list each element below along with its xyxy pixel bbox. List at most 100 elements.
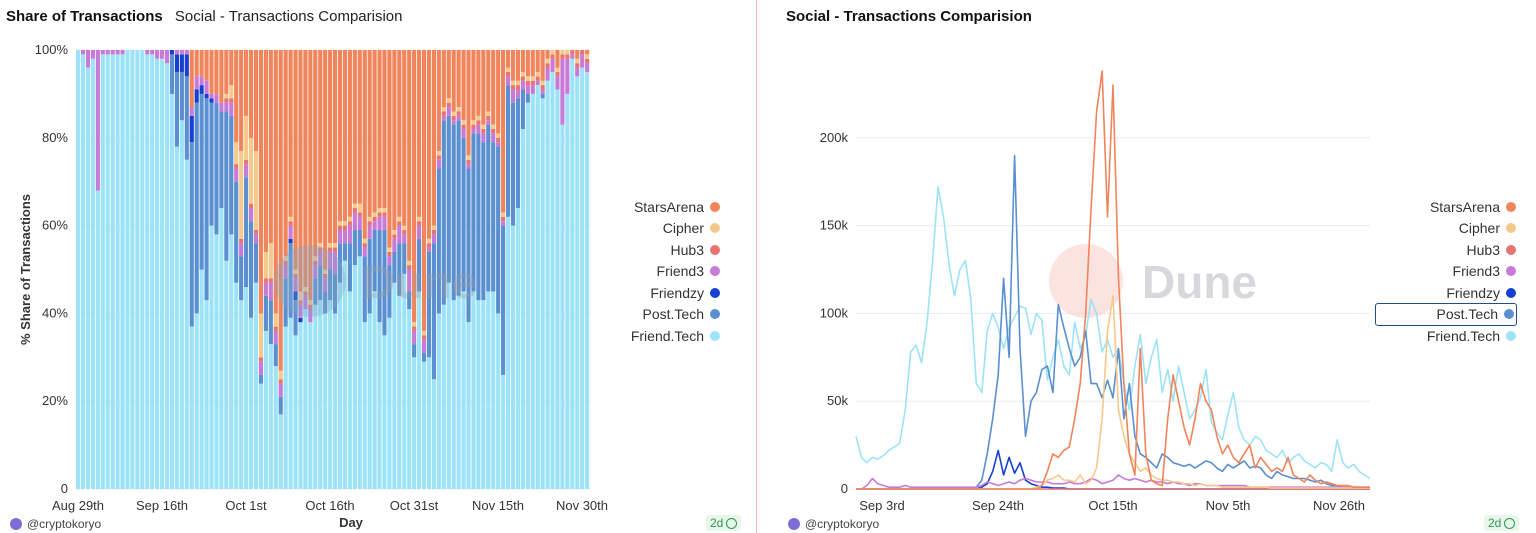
legend-label: Friendzy xyxy=(1446,284,1500,301)
bar-post-tech xyxy=(421,352,427,362)
bar-friend-tech xyxy=(570,58,575,489)
bar-post-tech xyxy=(476,133,481,301)
bar-friend3 xyxy=(387,256,392,266)
bar-starsarena xyxy=(555,50,560,68)
bar-cipher xyxy=(293,269,298,274)
bar-starsarena xyxy=(426,50,432,239)
y-tick-label: 20% xyxy=(42,393,68,408)
legend-item-friend-tech[interactable]: Friend.Tech xyxy=(600,325,720,347)
legend-item-starsarena[interactable]: StarsArena xyxy=(1376,196,1516,218)
check-circle-icon xyxy=(726,517,738,529)
bar-cipher xyxy=(515,80,521,86)
bar-friend-tech xyxy=(476,300,481,489)
legend-item-hub3[interactable]: Hub3 xyxy=(600,239,720,261)
bar-starsarena xyxy=(446,50,451,99)
bar-hub3 xyxy=(535,76,540,81)
bar-hub3 xyxy=(491,129,496,134)
bar-friend-tech xyxy=(253,282,259,489)
bar-starsarena xyxy=(224,50,229,94)
legend-swatch xyxy=(1506,330,1516,341)
bar-starsarena xyxy=(402,50,407,226)
bar-hub3 xyxy=(456,111,461,116)
bar-friend-tech xyxy=(515,208,521,490)
bar-friend3 xyxy=(426,247,432,252)
legend-label: Post.Tech xyxy=(642,306,704,323)
bar-friend3 xyxy=(417,225,422,239)
bar-friend3 xyxy=(525,85,530,94)
bar-cipher xyxy=(298,291,303,301)
bar-post-tech xyxy=(224,111,229,261)
legend-item-friend-tech[interactable]: Friend.Tech xyxy=(1376,325,1516,347)
y-axis-title: % Share of Transactions xyxy=(18,194,33,345)
legend-item-cipher[interactable]: Cipher xyxy=(1376,218,1516,240)
bar-friendzy xyxy=(204,93,209,99)
legend-item-friendzy[interactable]: Friendzy xyxy=(600,282,720,304)
legend-label: Hub3 xyxy=(670,241,704,258)
bar-post-tech xyxy=(263,295,268,331)
bar-post-tech xyxy=(357,229,362,257)
y-tick-label: 0 xyxy=(841,481,848,496)
legend-item-friend3[interactable]: Friend3 xyxy=(600,261,720,283)
user-avatar-icon xyxy=(10,518,22,530)
bar-starsarena xyxy=(357,50,362,204)
bar-cipher xyxy=(352,203,357,209)
bar-cipher xyxy=(417,216,422,222)
bar-friend-tech xyxy=(130,50,135,489)
bar-starsarena xyxy=(417,50,422,217)
bar-friendzy xyxy=(179,54,184,72)
bar-friend3 xyxy=(318,251,323,266)
bar-friend-tech xyxy=(431,379,436,489)
bar-cipher xyxy=(234,142,239,165)
bar-post-tech xyxy=(451,124,456,301)
bar-friend-tech xyxy=(530,93,535,490)
legend-item-hub3[interactable]: Hub3 xyxy=(1376,239,1516,261)
bar-post-tech xyxy=(278,396,283,415)
bar-cipher xyxy=(372,212,377,217)
bar-friendzy xyxy=(189,115,194,143)
bar-hub3 xyxy=(501,216,506,222)
bar-post-tech xyxy=(268,300,273,345)
legend-item-starsarena[interactable]: StarsArena xyxy=(600,196,720,218)
bar-hub3 xyxy=(387,251,392,257)
bar-friend3 xyxy=(328,251,333,270)
freshness-badge: 2d xyxy=(706,515,742,531)
bar-friend3 xyxy=(278,383,283,397)
bar-friend-tech xyxy=(179,120,184,490)
bar-starsarena xyxy=(412,50,417,323)
legend-item-post-tech[interactable]: Post.Tech xyxy=(1375,302,1517,326)
bar-friend-tech xyxy=(535,85,540,490)
legend-item-post-tech[interactable]: Post.Tech xyxy=(600,304,720,326)
bar-starsarena xyxy=(303,50,308,288)
bar-cipher xyxy=(263,251,268,279)
bar-post-tech xyxy=(417,238,422,292)
footer-user[interactable]: @cryptokoryo xyxy=(788,517,879,531)
freshness-label: 2d xyxy=(1488,516,1502,530)
bar-post-tech xyxy=(515,98,521,209)
bar-cipher xyxy=(323,269,328,274)
x-tick-label: Sep 16th xyxy=(136,498,188,513)
bar-starsarena xyxy=(466,50,471,156)
bar-post-tech xyxy=(194,102,199,314)
bar-cipher xyxy=(342,221,348,226)
bar-friend-tech xyxy=(90,58,95,489)
legend-item-friend3[interactable]: Friend3 xyxy=(1376,261,1516,283)
bar-friend-tech xyxy=(387,317,392,489)
bar-starsarena xyxy=(441,50,446,108)
legend-item-friendzy[interactable]: Friendzy xyxy=(1376,282,1516,304)
bar-hub3 xyxy=(575,63,580,68)
legend-swatch xyxy=(710,309,720,320)
bar-friend-tech xyxy=(308,322,313,489)
bar-post-tech xyxy=(525,93,530,103)
bar-post-tech xyxy=(229,115,234,235)
bar-friend3 xyxy=(219,102,224,112)
bar-starsarena xyxy=(189,50,194,108)
bar-friend-tech xyxy=(337,282,343,489)
legend-swatch xyxy=(710,330,720,341)
legend-item-cipher[interactable]: Cipher xyxy=(600,218,720,240)
bar-starsarena xyxy=(333,50,338,244)
bar-post-tech xyxy=(362,256,367,323)
watermark-text: Dune xyxy=(362,256,477,308)
bar-post-tech xyxy=(491,142,496,292)
bar-hub3 xyxy=(377,212,382,217)
footer-user[interactable]: @cryptokoryo xyxy=(10,517,101,531)
